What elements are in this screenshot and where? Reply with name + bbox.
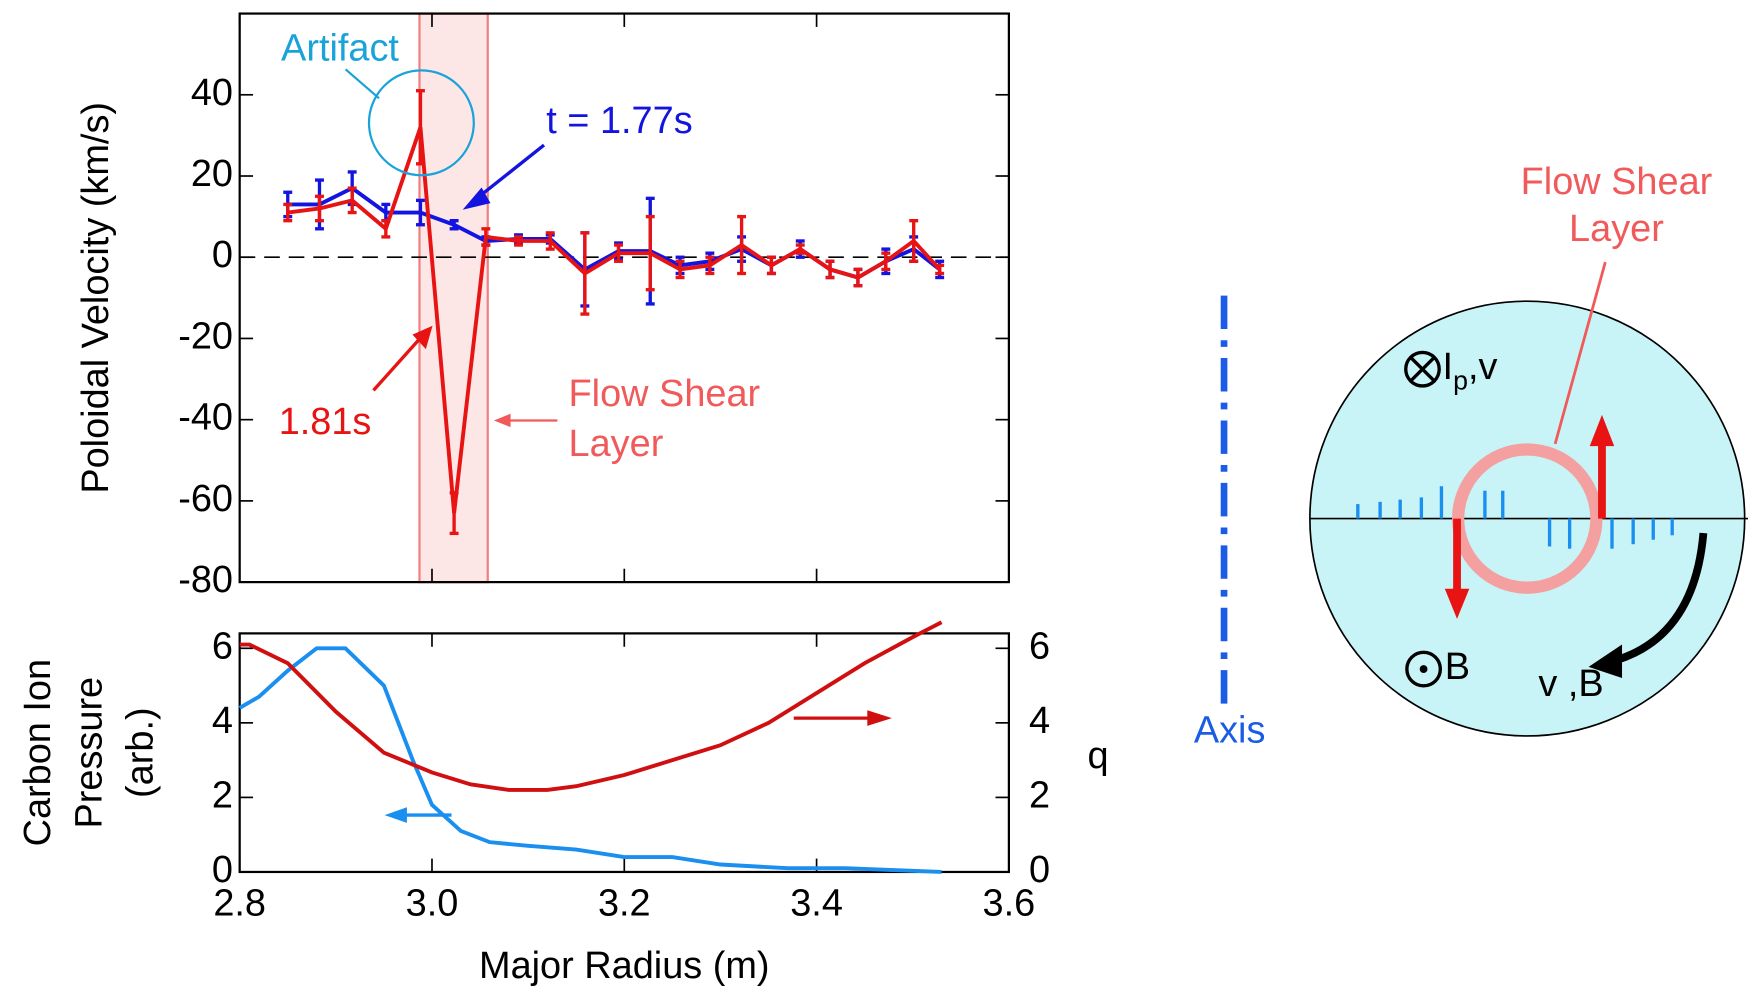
annotation: Layer: [569, 423, 664, 465]
field-label: B: [1445, 646, 1470, 688]
pointer: [372, 335, 423, 392]
y-tick-label: -20: [178, 315, 233, 357]
rotation-arrow-head: [1588, 644, 1623, 678]
into-symbol: [1404, 350, 1441, 388]
series-line: [239, 620, 943, 792]
x-axis-label: Major Radius (m): [479, 945, 770, 987]
x-tick-label: 3.6: [983, 882, 1036, 924]
y-tick-label: 20: [191, 153, 233, 195]
y-axis-label: Poloidal Velocity (km/s): [75, 102, 117, 494]
y-axis-label: Pressure: [68, 677, 110, 829]
current-label-sub: p: [1453, 366, 1468, 396]
y-tick-label: 0: [212, 234, 233, 276]
pointer: [344, 68, 380, 100]
current-label-main: I: [1443, 346, 1454, 388]
y-tick-label: -80: [178, 559, 233, 601]
pointer-head: [412, 325, 433, 350]
y2-tick-label: 4: [1029, 700, 1050, 742]
small-arrows: [1356, 486, 1674, 549]
y2-tick-label: 2: [1029, 774, 1050, 816]
y2-tick-label: 0: [1029, 849, 1050, 891]
annotation: Flow Shear: [569, 373, 761, 415]
annotation: Artifact: [281, 27, 399, 69]
pointer-head: [462, 187, 491, 210]
y-axis-label: (arb.): [120, 707, 162, 798]
x-tick-label: 3.0: [406, 882, 459, 924]
y-tick-label: 2: [212, 774, 233, 816]
series-label: t = 1.77s: [546, 100, 692, 142]
artifact-circle: [367, 69, 475, 177]
series-line: [238, 646, 942, 874]
diagram: Axis Flow Shear Layer Ip,v B v ,B: [1194, 161, 1748, 752]
pointer-head: [867, 710, 892, 726]
series-label: 1.81s: [279, 401, 372, 443]
y-tick-label: -60: [178, 478, 233, 520]
current-label: Ip,v: [1443, 346, 1498, 395]
shear-arrow-head: [1589, 414, 1615, 447]
y2-tick-label: 6: [1029, 625, 1050, 667]
y-tick-label: 0: [212, 849, 233, 891]
x-tick-label: 3.2: [598, 882, 651, 924]
y-axis-label: Carbon Ion: [17, 659, 59, 846]
into-symbol: [1410, 356, 1435, 382]
shear-label: Flow Shear: [1521, 161, 1713, 203]
pointer: [1553, 261, 1607, 445]
y-tick-label: 40: [191, 72, 233, 114]
out-symbol: [1405, 650, 1442, 688]
plot-frame: [238, 632, 1011, 874]
y-tick-label: 6: [212, 625, 233, 667]
pointer-head: [493, 413, 511, 428]
rotation-arrow: [1615, 532, 1708, 664]
pointer-head: [384, 807, 407, 823]
x-tick-label: 3.4: [790, 882, 843, 924]
velocity-label: v ,B: [1538, 663, 1603, 705]
out-symbol: [1419, 665, 1428, 673]
series-line: [287, 126, 942, 514]
axis-label: Axis: [1194, 710, 1266, 752]
y-tick-label: 4: [212, 700, 233, 742]
pointer: [472, 143, 546, 203]
shear-arrow-head: [1444, 588, 1470, 619]
y2-axis-label: q: [1088, 735, 1109, 777]
y-tick-label: -40: [178, 397, 233, 439]
x-tick-label: 2.8: [213, 882, 266, 924]
shear-label: Layer: [1569, 208, 1664, 250]
current-label-rest: ,v: [1468, 346, 1498, 388]
